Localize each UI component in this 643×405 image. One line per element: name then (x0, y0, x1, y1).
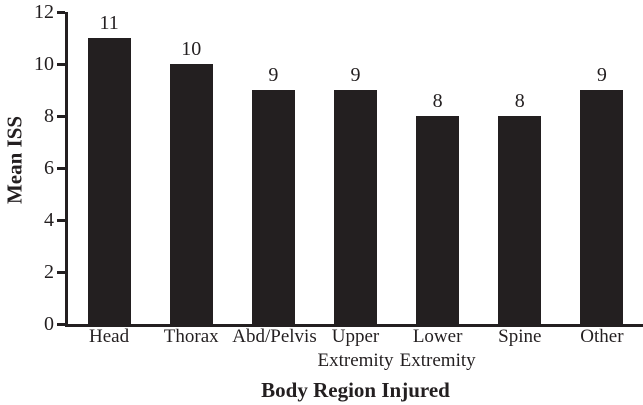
bar (251, 90, 295, 324)
y-tick-label: 2 (44, 261, 54, 284)
x-category-label-4: Lower Extremity (399, 326, 476, 371)
y-tick-label: 4 (44, 209, 54, 232)
y-tick-label: 6 (44, 157, 54, 179)
y-tick-label: 12 (34, 1, 54, 23)
bars-container: 11 10 9 9 8 8 9 (68, 12, 643, 324)
bar (333, 90, 377, 324)
y-tick-mark (57, 114, 65, 118)
bar (580, 90, 624, 324)
bar (416, 116, 460, 324)
bar-slot-2: 9 (232, 12, 314, 324)
y-tick-mark (57, 166, 65, 170)
x-category-label-1: Thorax (163, 326, 219, 347)
x-category-label-6: Other (580, 326, 624, 347)
y-tick-mark (57, 62, 65, 66)
bar-slot-3: 9 (314, 12, 396, 324)
bar (87, 38, 131, 324)
y-tick-mark (57, 270, 65, 274)
plot-area: 0 2 4 6 8 10 12 11 10 9 9 8 8 9 (34, 1, 643, 335)
y-axis: 0 2 4 6 8 10 12 (34, 1, 643, 335)
x-axis-labels: Head Thorax Abd/Pelvis Upper Extremity Lower E… (68, 325, 643, 373)
y-tick-mark (57, 10, 65, 14)
bar-value-label: 9 (350, 64, 361, 86)
bar-slot-6: 9 (561, 12, 643, 324)
x-axis-title: Body Region Injured (261, 378, 450, 402)
bar (498, 116, 542, 324)
y-tick-label: 8 (44, 105, 54, 128)
bar (169, 64, 213, 324)
y-tick-label: 10 (34, 53, 54, 75)
bar-value-label: 11 (99, 12, 119, 34)
bar-value-label: 8 (514, 90, 525, 112)
bar-value-label: 9 (596, 64, 607, 86)
x-category-label-5: Spine (498, 326, 542, 347)
bar-slot-4: 8 (397, 12, 479, 324)
bar-slot-1: 10 (150, 12, 232, 324)
x-category-label-3: Upper Extremity (317, 326, 394, 371)
bar-slot-5: 8 (479, 12, 561, 324)
x-category-label-0: Head (89, 326, 130, 347)
y-tick-label: 0 (44, 313, 54, 335)
bar-value-label: 10 (181, 38, 202, 60)
y-tick-mark (57, 322, 65, 326)
bar-value-label: 9 (268, 64, 279, 86)
y-tick-mark (57, 218, 65, 222)
bar-value-label: 8 (432, 90, 443, 112)
bar-slot-0: 11 (68, 12, 150, 324)
x-category-label-2: Abd/Pelvis (232, 326, 317, 347)
